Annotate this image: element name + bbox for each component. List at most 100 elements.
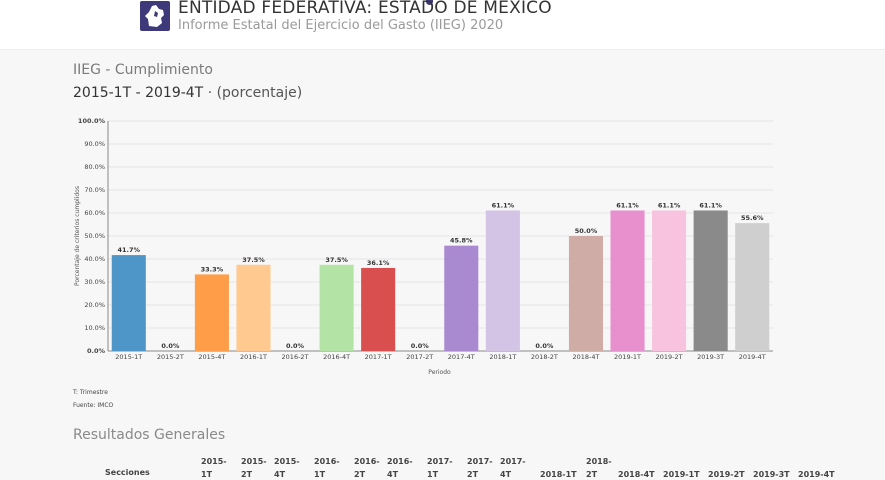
column-header-text: 2017- <box>500 457 526 466</box>
column-header-period[interactable]: 2016- 4T <box>387 455 413 480</box>
bar-value-label: 50.0% <box>575 227 598 235</box>
bar-value-label: 0.0% <box>286 342 305 350</box>
column-header-period[interactable]: 2015- 2T <box>241 455 267 480</box>
bar-2016-1T <box>236 264 271 351</box>
x-tick-label: 2019-3T <box>697 353 724 361</box>
bar-value-label: 41.7% <box>118 246 141 254</box>
column-header-text: 2019-4T <box>798 470 835 479</box>
x-tick-label: 2016-1T <box>240 353 267 361</box>
bar-value-label: 37.5% <box>242 256 265 264</box>
column-header-text: 2017- <box>427 457 453 466</box>
column-header-text: 2016- <box>387 457 413 466</box>
x-tick-label: 2016-4T <box>323 353 350 361</box>
y-tick-label: 10.0% <box>84 324 105 332</box>
column-header-text: 2T <box>241 470 253 479</box>
column-header-text: 2T <box>467 470 479 479</box>
column-header-period[interactable]: 2017- 4T <box>500 455 526 480</box>
column-header-text: 1T <box>427 470 439 479</box>
column-header-period[interactable]: 2016- 1T <box>314 455 340 480</box>
column-header-period[interactable]: 2017- 2T <box>467 455 493 480</box>
bar-value-label: 37.5% <box>325 256 348 264</box>
bar-value-label: 61.1% <box>492 201 515 209</box>
bar-value-label: 61.1% <box>658 201 681 209</box>
bar-2015-4T <box>194 274 229 351</box>
x-tick-label: 2015-1T <box>115 353 142 361</box>
bar-2016-4T <box>319 264 354 351</box>
bar-value-label: 0.0% <box>161 342 180 350</box>
column-header-period[interactable]: 2019-2T <box>708 468 745 480</box>
bar-value-label: 45.8% <box>450 237 473 245</box>
compliance-bar-chart: 0.0% 10.0% 20.0% 30.0% 40.0% 50.0% 60.0% 70.0% 8… <box>74 117 773 376</box>
y-axis-title: Porcentaje de criterios cumplidos <box>74 186 81 286</box>
column-header-period[interactable]: 2019-4T <box>798 468 835 480</box>
location-marker-icon <box>426 0 433 5</box>
column-header-text: 2018-1T <box>540 470 577 479</box>
column-header-period[interactable]: 2015- 1T <box>201 455 227 480</box>
x-tick-label: 2019-2T <box>656 353 683 361</box>
section-title: IIEG - Cumplimiento <box>73 62 213 78</box>
y-tick-label: 100.0% <box>78 117 106 125</box>
bar-2017-4T <box>444 245 479 351</box>
column-header-text: 2T <box>354 470 366 479</box>
bar-2019-1T <box>610 210 645 351</box>
column-header-text: 2018-4T <box>618 470 655 479</box>
bar-value-label: 55.6% <box>741 214 764 222</box>
x-tick-label: 2016-2T <box>282 353 309 361</box>
bar-2018-1T <box>485 210 520 351</box>
column-header-text: 2015- <box>201 457 227 466</box>
column-header-text: 1T <box>201 470 213 479</box>
bar-2018-4T <box>568 236 604 351</box>
y-tick-label: 50.0% <box>84 232 105 240</box>
column-header-period[interactable]: 2019-3T <box>753 468 790 480</box>
column-header-period[interactable]: 2019-1T <box>663 468 700 480</box>
y-tick-label: 80.0% <box>84 163 105 171</box>
x-tick-label: 2017-4T <box>448 353 475 361</box>
bar-2019-3T <box>693 210 728 351</box>
bar-value-label: 33.3% <box>201 265 224 273</box>
y-tick-label: 90.0% <box>84 140 105 148</box>
bar-value-label: 61.1% <box>616 201 639 209</box>
column-header-text: 2016- <box>354 457 380 466</box>
column-header-period[interactable]: 2016- 2T <box>354 455 380 480</box>
column-header-text: 4T <box>500 470 512 479</box>
state-map-logo <box>140 1 170 31</box>
y-tick-label: 40.0% <box>84 255 105 263</box>
results-title: Resultados Generales <box>73 427 226 443</box>
bar-2015-1T <box>111 255 146 351</box>
column-header-secciones: Secciones <box>105 468 150 477</box>
bar-2019-4T <box>735 223 770 351</box>
column-header-text: 4T <box>274 470 286 479</box>
bar-value-label: 61.1% <box>699 201 722 209</box>
column-header-period[interactable]: 2018-4T <box>618 468 655 480</box>
column-header-text: 2018- <box>586 457 612 466</box>
column-header-text: 4T <box>387 470 399 479</box>
x-tick-label: 2019-1T <box>614 353 641 361</box>
x-tick-label: 2015-2T <box>157 353 184 361</box>
x-tick-label: 2017-1T <box>365 353 392 361</box>
note-trimestre: T: Trimestre <box>73 389 108 396</box>
column-header-text: 2019-2T <box>708 470 745 479</box>
column-header-period[interactable]: 2018- 2T <box>586 455 612 480</box>
column-header-text: 2015- <box>274 457 300 466</box>
bar-2017-1T <box>361 267 396 351</box>
x-tick-label: 2015-4T <box>198 353 225 361</box>
column-header-period[interactable]: 2017- 1T <box>427 455 453 480</box>
x-tick-label: 2018-1T <box>489 353 516 361</box>
column-header-period[interactable]: 2015- 4T <box>274 455 300 480</box>
subtitle-range: 2015-1T - 2019-4T <box>73 85 204 101</box>
x-axis-title: Periodo <box>428 369 451 376</box>
column-header-text: 1T <box>314 470 326 479</box>
top-header: ENTIDAD FEDERATIVA: ESTADO DE MÉXICO Inf… <box>0 0 885 50</box>
note-source: Fuente: IMCO <box>73 402 114 409</box>
bar-value-label: 0.0% <box>535 342 554 350</box>
x-tick-label: 2017-2T <box>406 353 433 361</box>
bar-value-label: 0.0% <box>411 342 430 350</box>
report-subtitle: Informe Estatal del Ejercicio del Gasto … <box>178 18 504 33</box>
column-header-period[interactable]: 2018-1T <box>540 468 577 480</box>
y-tick-label: 20.0% <box>84 301 105 309</box>
column-header-text: 2016- <box>314 457 340 466</box>
subtitle-unit: · (porcentaje) <box>207 85 303 101</box>
y-tick-label: 70.0% <box>84 186 105 194</box>
bar-value-label: 36.1% <box>367 259 390 267</box>
y-tick-label: 30.0% <box>84 278 105 286</box>
